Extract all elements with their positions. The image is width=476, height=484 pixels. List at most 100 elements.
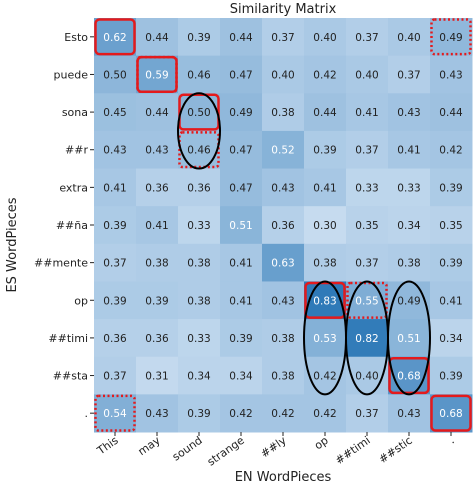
cell-value-label: 0.43 — [103, 145, 126, 157]
heatmap-cell — [346, 168, 389, 207]
heatmap-cell — [346, 319, 389, 358]
cell-value-label: 0.44 — [439, 107, 463, 119]
cell-value-label: 0.39 — [439, 371, 462, 383]
cell-value-label: 0.40 — [313, 32, 336, 44]
cell-value-label: 0.39 — [439, 182, 462, 194]
cell-value-label: 0.47 — [229, 145, 252, 157]
heatmap-cell — [94, 18, 137, 57]
heatmap-cell — [304, 168, 347, 207]
cell-value-label: 0.50 — [187, 107, 210, 119]
heatmap-cell — [346, 93, 389, 132]
heatmap-cell — [304, 93, 347, 132]
cell-value-label: 0.34 — [187, 371, 211, 383]
heatmap-cell — [430, 243, 473, 282]
cell-value-label: 0.43 — [271, 295, 294, 307]
heatmap-cell — [178, 394, 221, 433]
heatmap-cell — [388, 206, 431, 245]
cell-value-label: 0.42 — [313, 371, 336, 383]
chart-title: Similarity Matrix — [230, 2, 337, 17]
cell-value-label: 0.33 — [187, 220, 210, 232]
heatmap-cell — [304, 356, 347, 395]
heatmap-cell — [430, 18, 473, 57]
cell-value-label: 0.41 — [397, 145, 420, 157]
y-tick-label: ##sta — [53, 370, 88, 383]
cell-value-label: 0.42 — [313, 408, 336, 420]
heatmap-cell — [262, 206, 305, 245]
heatmap-cell — [304, 281, 347, 320]
heatmap-cell — [346, 18, 389, 57]
cell-value-label: 0.37 — [103, 258, 126, 270]
dotted-highlight-box — [430, 18, 472, 56]
y-tick-label: extra — [59, 181, 88, 194]
cell-value-label: 0.41 — [145, 220, 168, 232]
dotted-highlight-box — [346, 281, 388, 319]
cell-value-label: 0.38 — [271, 371, 294, 383]
cell-value-label: 0.47 — [229, 182, 252, 194]
heatmap-cell — [136, 93, 179, 132]
y-tick-label: Esto — [64, 31, 88, 44]
cell-value-label: 0.38 — [271, 107, 294, 119]
cell-value-label: 0.83 — [313, 295, 336, 307]
cell-value-label: 0.37 — [355, 32, 378, 44]
cell-value-label: 0.36 — [187, 182, 211, 194]
cell-value-label: 0.41 — [313, 182, 336, 194]
cell-value-label: 0.42 — [229, 408, 252, 420]
heatmap-cell — [262, 356, 305, 395]
heatmap-cell — [94, 168, 137, 207]
x-tick-label: ##stic — [376, 434, 414, 466]
heatmap-cell — [178, 168, 221, 207]
dotted-highlight-box — [136, 55, 178, 94]
cell-value-label: 0.41 — [103, 182, 126, 194]
cell-value-label: 0.51 — [397, 333, 420, 345]
heatmap-cell — [304, 130, 347, 170]
x-tick-label: sound — [170, 434, 205, 464]
y-tick-label: sona — [62, 106, 88, 119]
y-tick-label: . — [85, 407, 89, 420]
cell-value-label: 0.40 — [271, 69, 294, 81]
heatmap-cell — [178, 93, 221, 132]
heatmap-cell — [304, 55, 347, 94]
cell-value-label: 0.33 — [397, 182, 420, 194]
heatmap-cell — [262, 18, 305, 57]
cell-value-label: 0.40 — [355, 69, 378, 81]
x-tick-label: . — [446, 434, 456, 447]
x-tick-label: This — [94, 434, 121, 458]
heatmap-cell — [346, 130, 389, 170]
cell-value-label: 0.39 — [103, 220, 126, 232]
cell-value-label: 0.42 — [313, 69, 336, 81]
heatmap-cell — [94, 55, 137, 94]
cell-value-label: 0.34 — [397, 220, 421, 232]
heatmap-cell — [94, 356, 137, 395]
cell-value-label: 0.34 — [229, 371, 253, 383]
heatmap-cells: 0.62 0.44 0.39 0.44 0.37 0.40 0.37 0.40 0.49 0.50… — [94, 18, 473, 433]
heatmap-cell — [346, 206, 389, 245]
heatmap-cell — [430, 168, 473, 207]
heatmap-cell — [262, 130, 305, 170]
cell-value-label: 0.43 — [145, 145, 168, 157]
cell-value-label: 0.44 — [229, 32, 253, 44]
heatmap-cell — [94, 206, 137, 245]
heatmap-cell — [262, 93, 305, 132]
cell-value-label: 0.43 — [145, 408, 168, 420]
heatmap-cell — [136, 168, 179, 207]
heatmap-cell — [430, 206, 473, 245]
cell-value-label: 0.39 — [103, 295, 126, 307]
cell-value-label: 0.45 — [103, 107, 126, 119]
heatmap-cell — [220, 281, 263, 320]
cell-value-label: 0.40 — [397, 32, 420, 44]
heatmap-cell — [136, 18, 179, 57]
heatmap-cell — [346, 394, 389, 433]
cell-value-label: 0.36 — [145, 333, 169, 345]
heatmap-cell — [94, 130, 137, 170]
solid-highlight-box — [304, 281, 346, 319]
solid-highlight-box — [178, 93, 220, 131]
heatmap-cell — [346, 243, 389, 282]
cell-value-label: 0.30 — [313, 220, 336, 232]
heatmap-cell — [262, 243, 305, 282]
heatmap-cell — [220, 168, 263, 207]
heatmap-cell — [262, 319, 305, 358]
cell-value-label: 0.63 — [271, 258, 294, 270]
heatmap-cell — [220, 243, 263, 282]
heatmap-cell — [136, 281, 179, 320]
cell-value-label: 0.37 — [397, 69, 420, 81]
